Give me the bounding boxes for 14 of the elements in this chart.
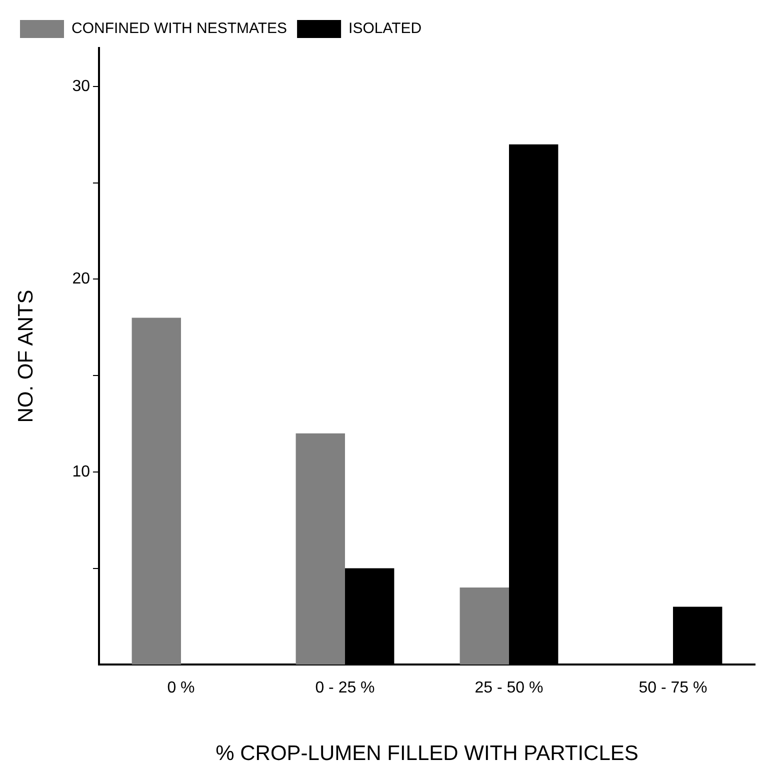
bar bbox=[460, 588, 509, 665]
x-tick-label: 0 - 25 % bbox=[315, 680, 375, 697]
x-axis-title: % CROP-LUMEN FILLED WITH PARTICLES bbox=[216, 742, 638, 766]
y-tick-label: 20 bbox=[72, 270, 90, 288]
legend-label: CONFINED WITH NESTMATES bbox=[72, 20, 288, 38]
x-tick-label: 50 - 75 % bbox=[638, 680, 708, 697]
y-axis-title: NO. OF ANTS bbox=[14, 290, 38, 423]
bar bbox=[296, 433, 345, 665]
x-tick-label: 0 % bbox=[167, 680, 195, 697]
y-tick-label: 10 bbox=[72, 463, 90, 480]
legend-label: ISOLATED bbox=[348, 20, 422, 38]
bar bbox=[132, 318, 181, 665]
y-tick-label: 30 bbox=[72, 78, 90, 95]
x-tick-label: 25 - 50 % bbox=[474, 680, 544, 697]
